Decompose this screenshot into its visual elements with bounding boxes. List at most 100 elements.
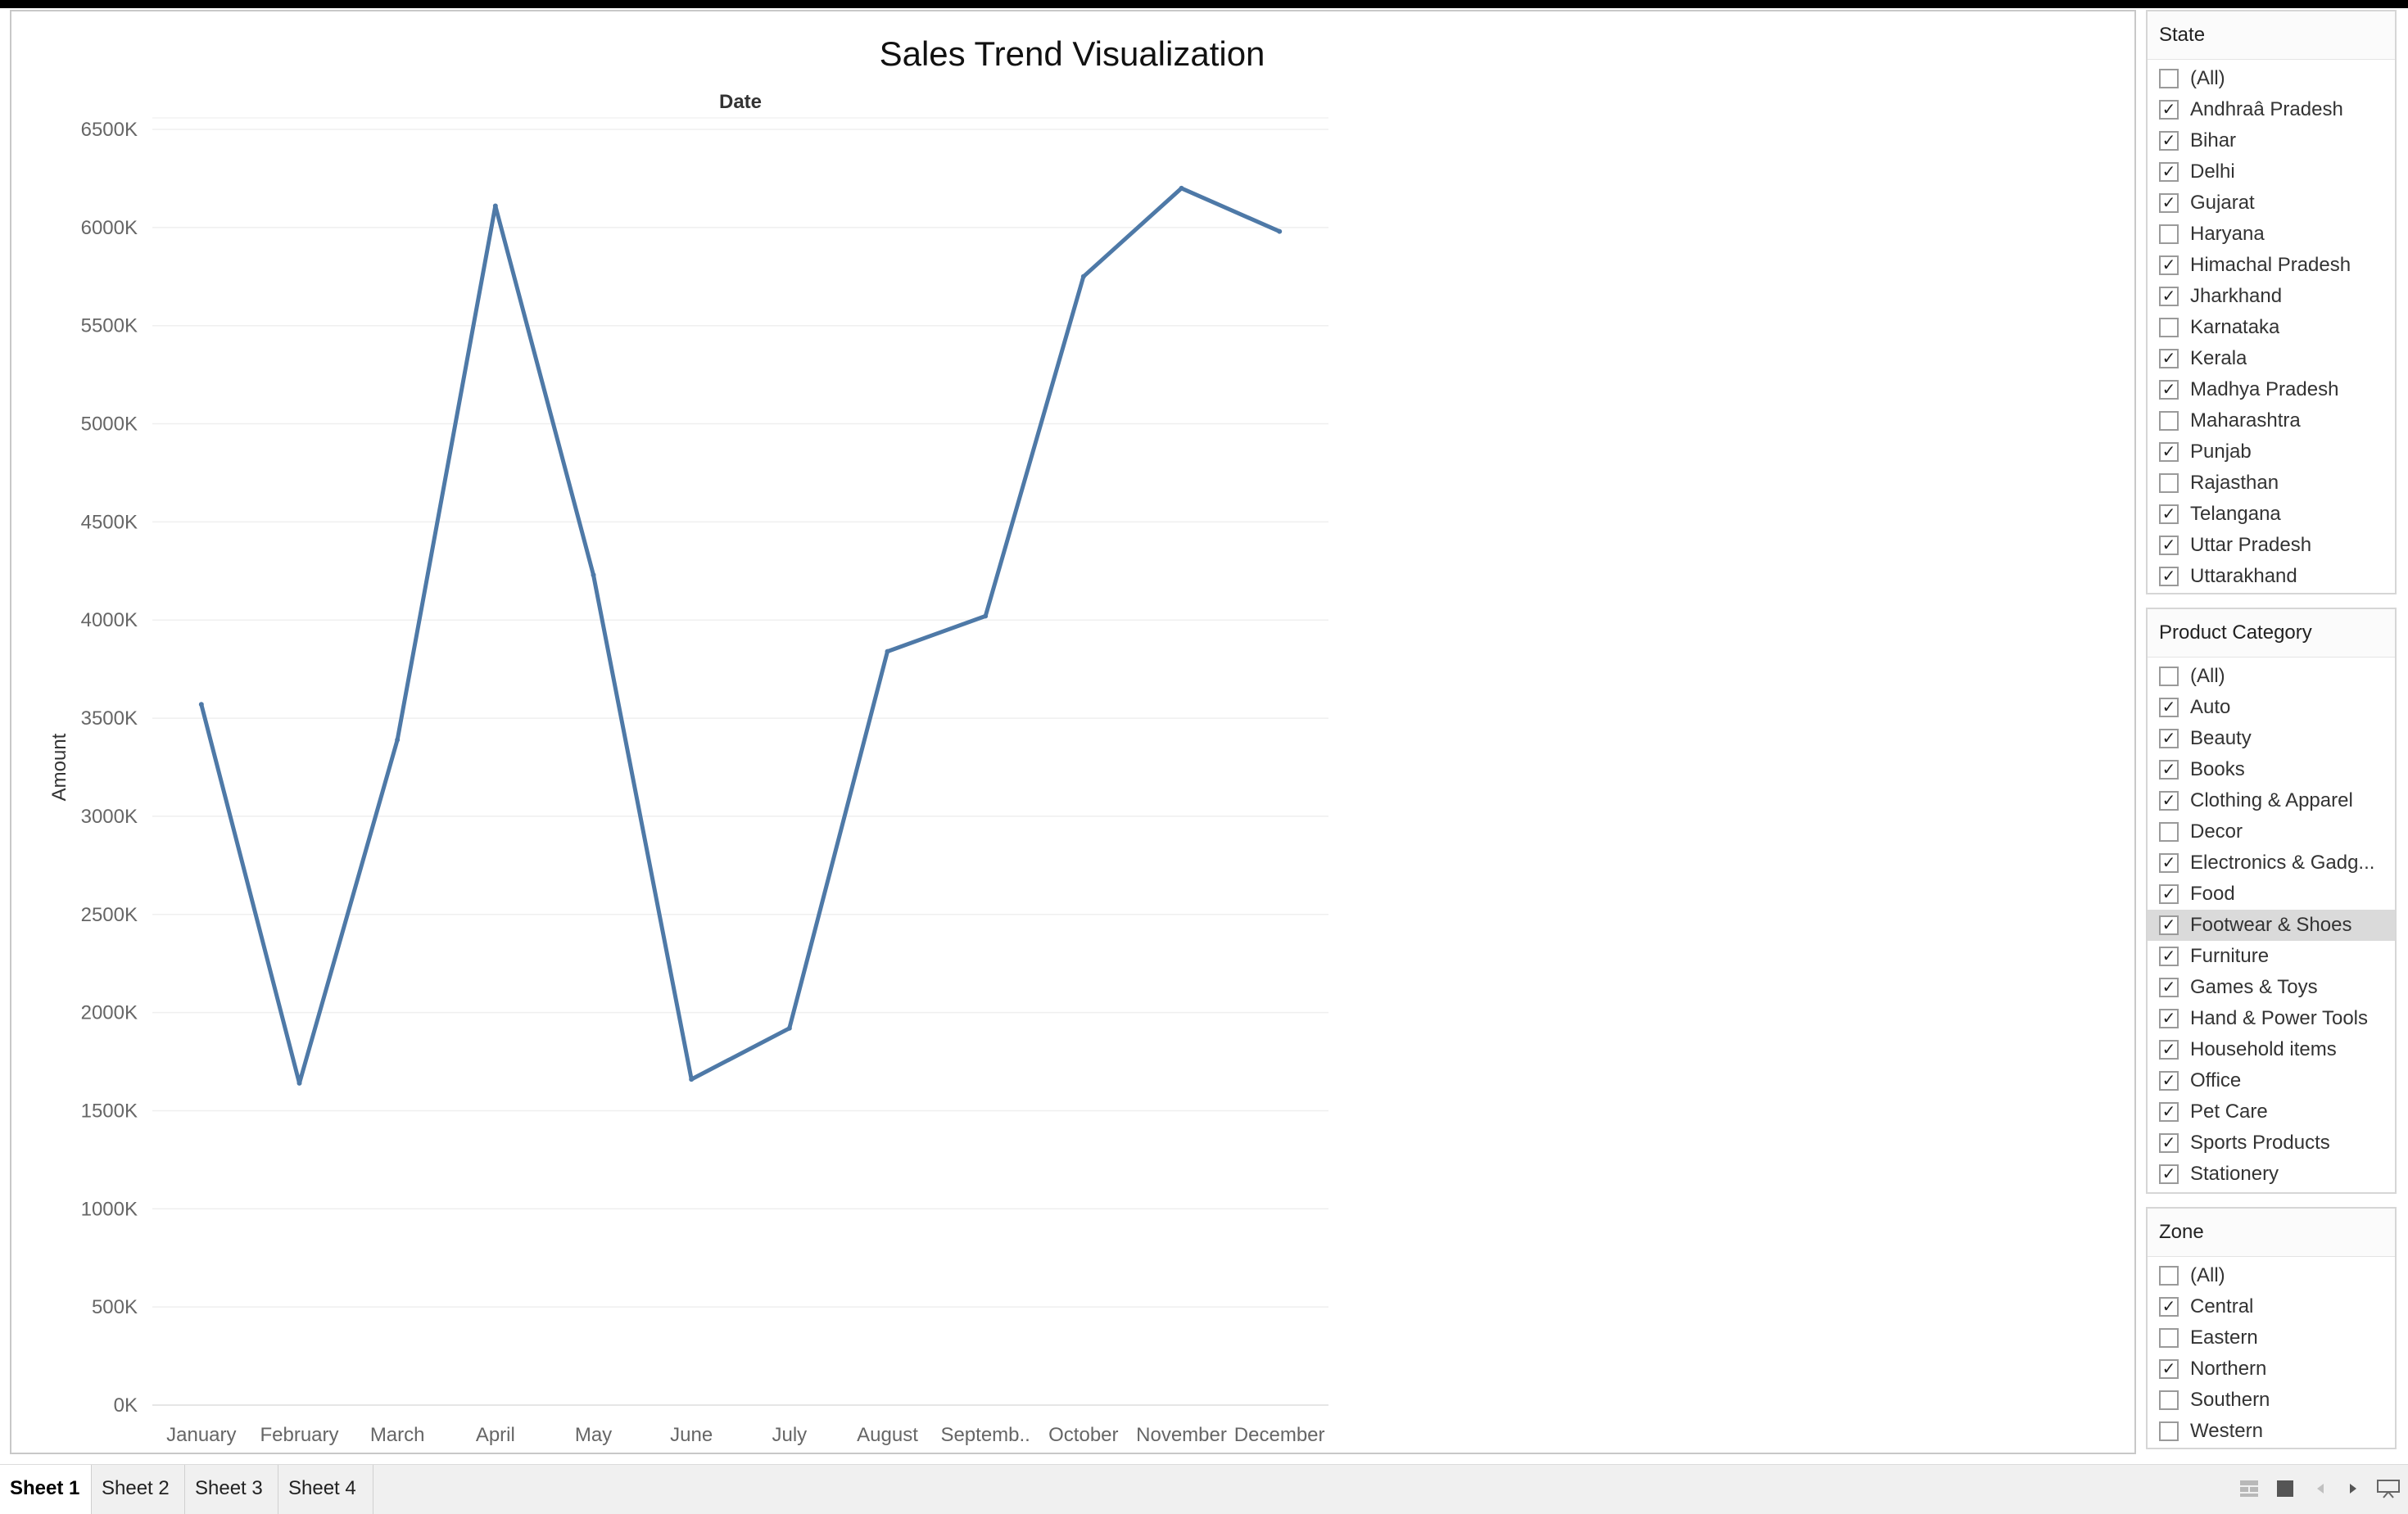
state-filter-item[interactable]: ✓ Bihar [2148,125,2395,156]
checkbox[interactable]: ✓ [2159,349,2179,368]
checkbox[interactable] [2159,1390,2179,1410]
tab-sheet-1[interactable]: Sheet 1 [0,1465,92,1514]
checkbox[interactable]: ✓ [2159,536,2179,555]
checkbox[interactable]: ✓ [2159,915,2179,935]
checkbox[interactable]: ✓ [2159,884,2179,904]
checkbox[interactable]: ✓ [2159,1102,2179,1122]
next-sheet-icon[interactable] [2342,1476,2364,1501]
checkbox[interactable]: ✓ [2159,1071,2179,1091]
product-category-filter-item[interactable]: ✓ Footwear & Shoes [2148,910,2395,941]
checkbox[interactable]: ✓ [2159,131,2179,151]
checkbox[interactable]: ✓ [2159,1133,2179,1153]
checkbox[interactable]: ✓ [2159,947,2179,966]
product-category-filter-item[interactable]: ✓ Stationery [2148,1159,2395,1190]
product-category-filter-item[interactable]: ✓ Books [2148,754,2395,785]
checkbox[interactable] [2159,822,2179,842]
line-chart: Date 0K 500K 1000K 1500K 2000K 2500K 3000K 3500K… [48,91,1328,1446]
product-category-filter-item[interactable]: ✓ Pet Care [2148,1096,2395,1128]
checkbox[interactable]: ✓ [2159,162,2179,182]
product-category-filter-item[interactable]: Decor [2148,816,2395,847]
product-category-filter-item[interactable]: ✓ Hand & Power Tools [2148,1003,2395,1034]
checkbox[interactable] [2159,1328,2179,1348]
state-filter-item[interactable]: Rajasthan [2148,468,2395,499]
checkbox[interactable] [2159,1421,2179,1441]
checkbox[interactable] [2159,411,2179,431]
checkbox[interactable] [2159,473,2179,493]
checkbox[interactable]: ✓ [2159,978,2179,997]
checkbox[interactable]: ✓ [2159,698,2179,717]
state-filter-item[interactable]: ✓ Kerala [2148,343,2395,374]
zone-filter-item[interactable]: (All) [2148,1260,2395,1291]
checkbox[interactable]: ✓ [2159,255,2179,275]
single-view-icon[interactable] [2274,1476,2297,1501]
state-filter-item[interactable]: ✓ Uttar Pradesh [2148,530,2395,561]
checkbox[interactable]: ✓ [2159,760,2179,780]
state-filter-item[interactable]: Karnataka [2148,312,2395,343]
state-filter-item[interactable]: ✓ Himachal Pradesh [2148,250,2395,281]
checkbox[interactable]: ✓ [2159,1009,2179,1028]
state-filter-item[interactable]: ✓ Delhi [2148,156,2395,188]
checkmark-icon: ✓ [2161,1134,2176,1152]
checkbox[interactable] [2159,1266,2179,1286]
grid-view-icon[interactable] [2238,1476,2261,1501]
product-category-filter-item[interactable]: ✓ Sports Products [2148,1128,2395,1159]
checkbox[interactable]: ✓ [2159,442,2179,462]
product-category-filter-item[interactable]: ✓ Games & Toys [2148,972,2395,1003]
product-category-filter-item[interactable]: (All) [2148,661,2395,692]
checkbox[interactable]: ✓ [2159,1040,2179,1060]
checkbox[interactable] [2159,318,2179,337]
checkbox[interactable]: ✓ [2159,1164,2179,1184]
product-category-filter-item[interactable]: ✓ Furniture [2148,941,2395,972]
filter-item-label: Stationery [2190,1163,2279,1185]
checkbox[interactable]: ✓ [2159,287,2179,306]
y-axis-label: Amount [48,733,70,801]
tab-sheet-3[interactable]: Sheet 3 [185,1465,278,1514]
zone-filter-item[interactable]: Western [2148,1416,2395,1447]
zone-filter-item[interactable]: ✓ Northern [2148,1354,2395,1385]
product-category-filter-item[interactable]: ✓ Office [2148,1065,2395,1096]
presentation-icon[interactable] [2375,1476,2401,1501]
prev-sheet-icon[interactable] [2310,1476,2331,1501]
filter-item-label: Andhraâ Pradesh [2190,98,2343,120]
x-tick-label: February [260,1424,338,1446]
state-filter-item[interactable]: (All) [2148,63,2395,94]
state-filter-item[interactable]: ✓ Andhraâ Pradesh [2148,94,2395,125]
checkmark-icon: ✓ [2161,287,2176,305]
checkbox[interactable]: ✓ [2159,567,2179,586]
zone-filter-item[interactable]: Southern [2148,1385,2395,1416]
checkmark-icon: ✓ [2161,132,2176,150]
product-category-filter-item[interactable]: ✓ Beauty [2148,723,2395,754]
checkbox[interactable]: ✓ [2159,1359,2179,1379]
tab-sheet-2[interactable]: Sheet 2 [92,1465,185,1514]
product-category-filter-item[interactable]: ✓ Food [2148,879,2395,910]
state-filter-item[interactable]: ✓ Jharkhand [2148,281,2395,312]
state-filter-item[interactable]: ✓ Uttarakhand [2148,561,2395,592]
checkmark-icon: ✓ [2161,885,2176,903]
state-filter-item[interactable]: ✓ Madhya Pradesh [2148,374,2395,405]
zone-filter-item[interactable]: ✓ Central [2148,1291,2395,1322]
product-category-filter-item[interactable]: ✓ Auto [2148,692,2395,723]
checkbox[interactable]: ✓ [2159,853,2179,873]
state-filter-item[interactable]: ✓ Telangana [2148,499,2395,530]
product-category-filter-item[interactable]: ✓ Household items [2148,1034,2395,1065]
checkbox[interactable]: ✓ [2159,100,2179,120]
checkbox[interactable]: ✓ [2159,193,2179,213]
checkbox[interactable] [2159,667,2179,686]
checkbox[interactable] [2159,69,2179,88]
checkmark-icon: ✓ [2161,947,2176,965]
checkbox[interactable] [2159,224,2179,244]
product-category-filter-item[interactable]: ✓ Electronics & Gadg... [2148,847,2395,879]
zone-filter-item[interactable]: Eastern [2148,1322,2395,1354]
checkbox[interactable]: ✓ [2159,380,2179,400]
state-filter-item[interactable]: ✓ Gujarat [2148,188,2395,219]
state-filter-item[interactable]: Maharashtra [2148,405,2395,436]
checkbox[interactable]: ✓ [2159,504,2179,524]
state-filter-item[interactable]: Haryana [2148,219,2395,250]
tab-sheet-4[interactable]: Sheet 4 [278,1465,373,1514]
y-tick-label: 4500K [81,511,138,533]
checkbox[interactable]: ✓ [2159,791,2179,811]
checkbox[interactable]: ✓ [2159,1297,2179,1317]
checkbox[interactable]: ✓ [2159,729,2179,748]
state-filter-item[interactable]: ✓ Punjab [2148,436,2395,468]
product-category-filter-item[interactable]: ✓ Clothing & Apparel [2148,785,2395,816]
